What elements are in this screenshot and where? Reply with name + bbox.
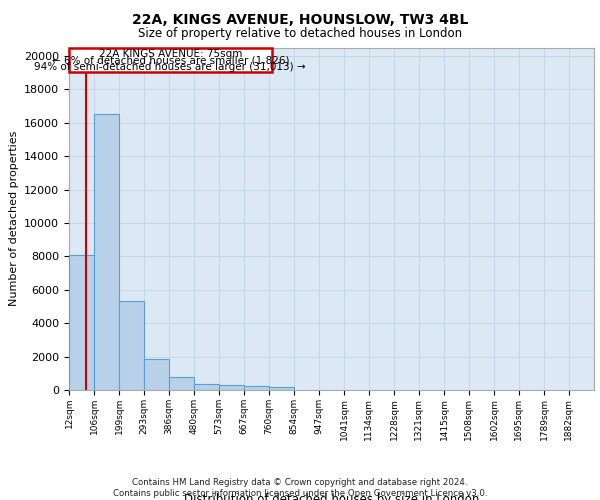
Bar [144,359,169,390]
Text: 22A, KINGS AVENUE, HOUNSLOW, TW3 4BL: 22A, KINGS AVENUE, HOUNSLOW, TW3 4BL [132,12,468,26]
Bar [119,300,144,390]
Bar [94,114,119,390]
Bar [169,377,194,390]
X-axis label: Distribution of detached houses by size in London: Distribution of detached houses by size … [184,492,479,500]
Text: Contains HM Land Registry data © Crown copyright and database right 2024.
Contai: Contains HM Land Registry data © Crown c… [113,478,487,498]
Text: 22A KINGS AVENUE: 75sqm: 22A KINGS AVENUE: 75sqm [98,48,242,58]
Text: ← 6% of detached houses are smaller (1,826): ← 6% of detached houses are smaller (1,8… [52,55,289,65]
Bar [194,384,219,390]
Text: 94% of semi-detached houses are larger (31,013) →: 94% of semi-detached houses are larger (… [34,62,306,72]
Bar [69,254,94,390]
Bar [269,387,294,390]
Y-axis label: Number of detached properties: Number of detached properties [8,131,19,306]
Text: Size of property relative to detached houses in London: Size of property relative to detached ho… [138,28,462,40]
Bar [244,386,269,390]
Bar [219,386,244,390]
Bar [69,48,272,72]
